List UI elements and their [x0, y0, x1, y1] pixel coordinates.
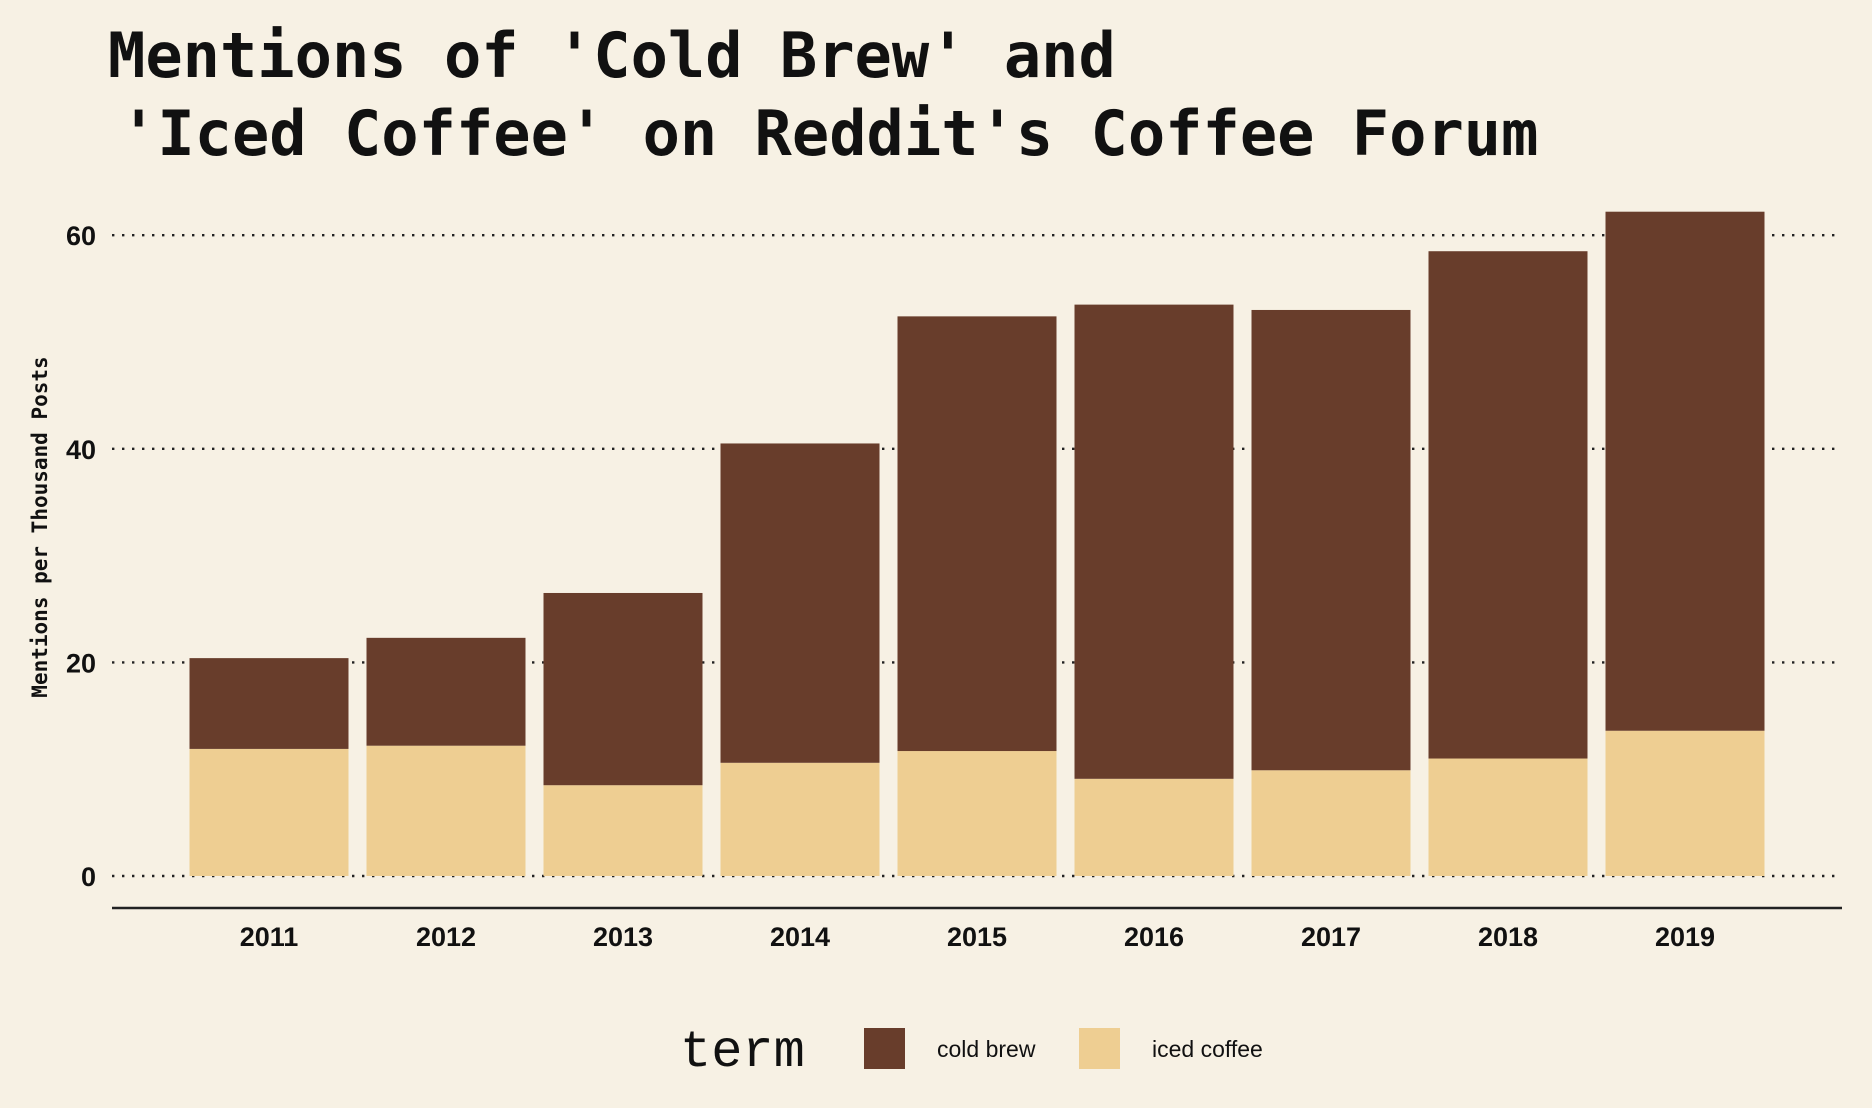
- bar-iced-coffee-2014: [720, 762, 880, 876]
- bar-iced-coffee-2016: [1074, 778, 1234, 876]
- x-tick-label: 2014: [770, 922, 830, 952]
- bar-cold-brew-2016: [1074, 304, 1234, 779]
- bar-cold-brew-2013: [543, 592, 703, 786]
- bar-iced-coffee-2012: [366, 745, 526, 876]
- chart-title: Mentions of 'Cold Brew' and 'Iced Coffee…: [108, 19, 1538, 170]
- y-axis-label: Mentions per Thousand Posts: [28, 356, 52, 697]
- bar-iced-coffee-2011: [189, 748, 349, 876]
- legend-label-cold-brew: cold brew: [937, 1036, 1036, 1062]
- bar-cold-brew-2012: [366, 637, 526, 746]
- bar-cold-brew-2011: [189, 658, 349, 749]
- legend-swatch-cold-brew: [864, 1028, 905, 1069]
- chart-title-line-1: Mentions of 'Cold Brew' and: [108, 19, 1116, 92]
- bar-cold-brew-2014: [720, 443, 880, 763]
- bar-cold-brew-2017: [1251, 309, 1411, 771]
- y-tick-label: 0: [81, 862, 96, 892]
- bar-cold-brew-2015: [897, 316, 1057, 752]
- legend: term cold brew iced coffee: [680, 1023, 1263, 1082]
- bar-iced-coffee-2018: [1428, 758, 1588, 876]
- bar-cold-brew-2018: [1428, 251, 1588, 759]
- legend-title: term: [680, 1023, 805, 1082]
- x-tick-label: 2011: [240, 922, 299, 952]
- x-tick-label: 2013: [593, 922, 653, 952]
- y-tick-label: 60: [66, 221, 96, 251]
- bar-iced-coffee-2015: [897, 751, 1057, 876]
- bars: [189, 211, 1765, 876]
- y-tick-label: 20: [66, 648, 96, 678]
- legend-label-iced-coffee: iced coffee: [1152, 1036, 1263, 1062]
- axes: 0 20 40 60 2011 2012 2013 2014 2015 2016 2017 2018 2…: [66, 221, 1842, 952]
- x-tick-label: 2015: [947, 922, 1007, 952]
- bar-iced-coffee-2019: [1605, 730, 1765, 876]
- x-tick-label: 2016: [1124, 922, 1184, 952]
- y-tick-label: 40: [66, 435, 96, 465]
- bar-iced-coffee-2013: [543, 785, 703, 876]
- bar-cold-brew-2019: [1605, 211, 1765, 731]
- x-tick-label: 2019: [1655, 922, 1715, 952]
- bar-iced-coffee-2017: [1251, 770, 1411, 876]
- chart-title-line-2: 'Iced Coffee' on Reddit's Coffee Forum: [120, 97, 1538, 170]
- x-tick-label: 2017: [1301, 922, 1361, 952]
- x-tick-label: 2018: [1478, 922, 1538, 952]
- x-tick-label: 2012: [416, 922, 476, 952]
- legend-swatch-iced-coffee: [1079, 1028, 1120, 1069]
